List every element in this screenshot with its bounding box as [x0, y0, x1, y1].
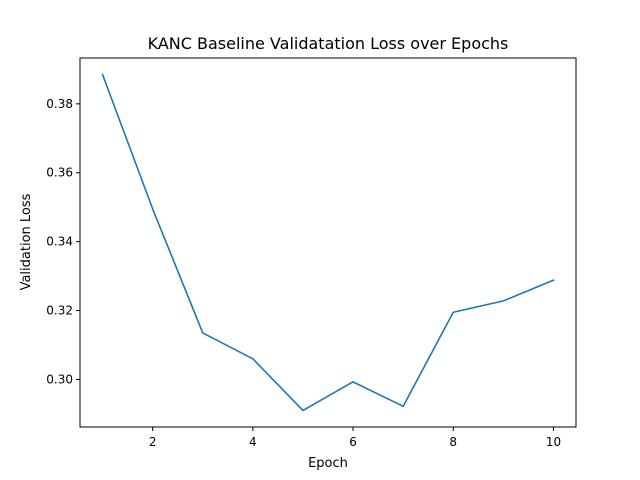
y-axis-ticks: 0.30 0.32 0.34 0.36 0.38	[46, 97, 80, 386]
y-tick-label: 0.38	[46, 97, 73, 111]
series-layer	[101, 73, 555, 412]
x-tick-label: 2	[149, 435, 157, 449]
y-tick-label: 0.32	[46, 304, 73, 318]
y-axis-label: Validation Loss	[19, 193, 34, 290]
plot-area	[79, 57, 577, 428]
y-tick-label: 0.34	[46, 235, 73, 249]
chart-title: KANC Baseline Validatation Loss over Epo…	[148, 34, 509, 53]
y-tick-label: 0.30	[46, 372, 73, 386]
x-tick-label: 10	[546, 435, 561, 449]
x-tick-label: 6	[349, 435, 357, 449]
y-tick-label: 0.36	[46, 166, 73, 180]
plot-frame	[79, 57, 577, 428]
x-tick-label: 8	[449, 435, 457, 449]
series-line-0	[101, 73, 555, 412]
x-axis-label: Epoch	[308, 456, 348, 471]
x-tick-label: 4	[249, 435, 257, 449]
x-axis-ticks: 2 4 6 8 10	[149, 427, 561, 449]
